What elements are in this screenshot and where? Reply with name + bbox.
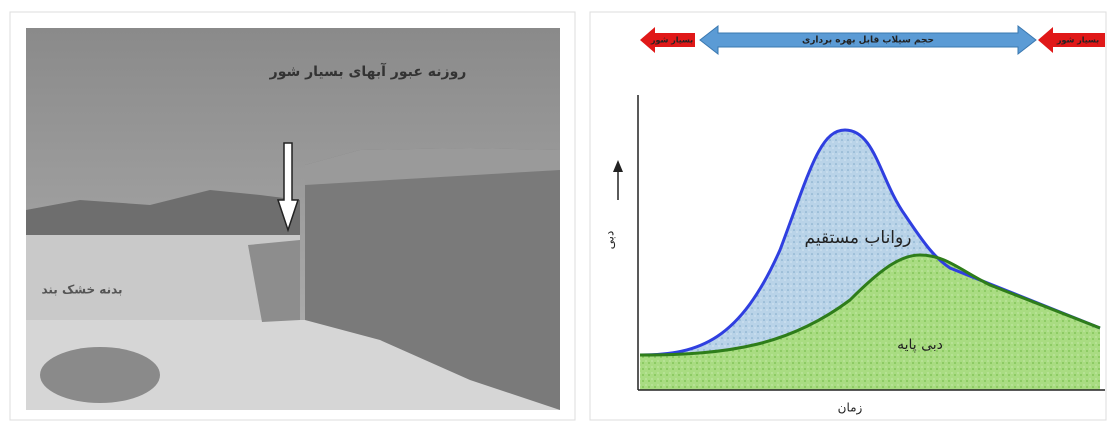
x-axis-label: زمان [838,401,863,416]
diagram: بسیار شور حجم سیلاب قابل بهره برداری بسی… [603,24,1105,416]
arrow-label: بسیار شور [1056,36,1099,45]
photo-label: روزنه عبور آبهای بسیار شور [269,62,467,80]
region-label: رواناب مستقیم [805,228,912,248]
arrow-icon [276,142,300,233]
photo: روزنه عبور آبهای بسیار شور بدنه خشک بند [26,28,560,410]
photo-label: بدنه خشک بند [41,283,122,297]
arrow-label: حجم سیلاب قابل بهره برداری [802,36,934,46]
region-label: دبی پایه [897,337,943,353]
y-axis-label: دبی [603,231,617,250]
arrow-label: بسیار شور [650,36,693,45]
